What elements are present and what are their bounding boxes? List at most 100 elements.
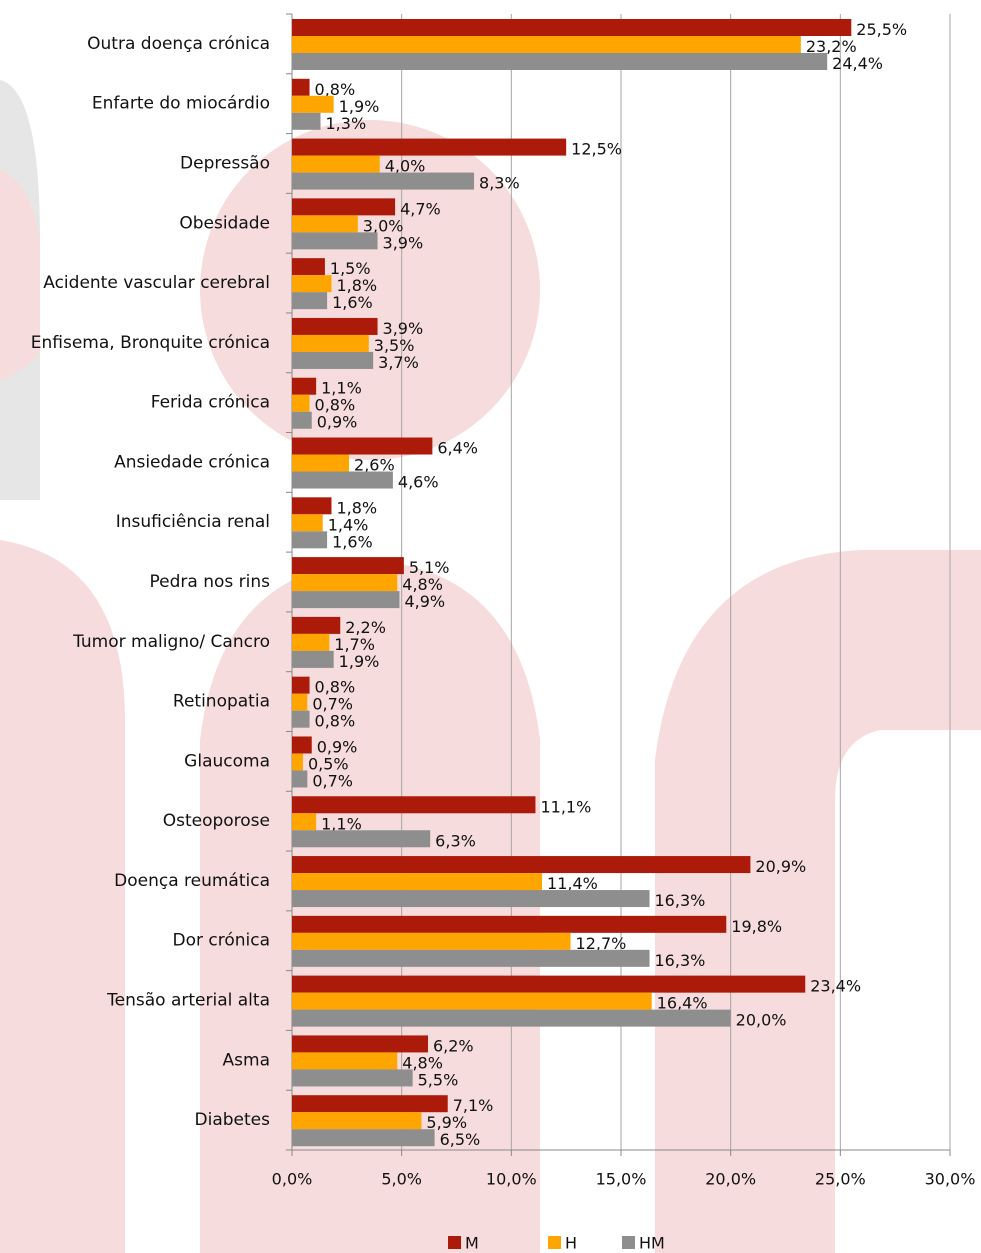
category-label: Tumor maligno/ Cancro (72, 632, 270, 652)
bar (292, 335, 369, 352)
category-label: Insuficiência renal (116, 512, 270, 532)
value-label: 16,3% (655, 891, 706, 910)
bar (292, 395, 310, 412)
value-label: 3,9% (383, 233, 424, 252)
bar (292, 557, 404, 574)
chart: 0,0%5,0%10,0%15,0%20,0%25,0%30,0%Outra d… (0, 0, 981, 1253)
bar (292, 438, 432, 455)
bar (292, 258, 325, 275)
value-label: 0,8% (315, 712, 356, 731)
legend-label: M (465, 1234, 479, 1253)
bar (292, 796, 535, 813)
category-label: Enfarte do miocárdio (92, 94, 270, 114)
bar (292, 950, 650, 967)
value-label: 12,5% (571, 140, 622, 159)
x-tick-label: 30,0% (925, 1170, 976, 1189)
value-label: 1,6% (332, 532, 373, 551)
bar (292, 318, 378, 335)
value-label: 4,6% (398, 473, 439, 492)
bar (292, 873, 542, 890)
bar (292, 378, 316, 395)
value-label: 0,7% (312, 771, 353, 790)
bar (292, 813, 316, 830)
bar (292, 96, 334, 113)
bar (292, 856, 750, 873)
value-label: 5,5% (418, 1070, 459, 1089)
bar (292, 1010, 731, 1027)
legend-swatch (448, 1236, 461, 1249)
x-tick-label: 20,0% (705, 1170, 756, 1189)
bar (292, 514, 323, 531)
x-tick-label: 10,0% (486, 1170, 537, 1189)
bar (292, 497, 331, 514)
bar (292, 753, 303, 770)
category-label: Doença reumática (114, 871, 270, 891)
value-label: 20,0% (736, 1011, 787, 1030)
x-tick-label: 15,0% (596, 1170, 647, 1189)
bar (292, 634, 329, 651)
value-label: 4,9% (404, 592, 445, 611)
category-label: Ansiedade crónica (114, 452, 270, 472)
value-label: 4,7% (400, 199, 441, 218)
value-label: 23,4% (810, 977, 861, 996)
category-label: Retinopatia (173, 692, 270, 712)
legend-label: HM (639, 1234, 665, 1253)
value-label: 6,4% (437, 439, 478, 458)
value-label: 0,9% (317, 413, 358, 432)
value-label: 6,5% (440, 1130, 481, 1149)
value-label: 19,8% (731, 917, 782, 936)
x-tick-label: 25,0% (815, 1170, 866, 1189)
legend-swatch (622, 1236, 635, 1249)
category-label: Diabetes (195, 1110, 271, 1130)
bar (292, 933, 571, 950)
bar (292, 113, 321, 130)
category-label: Ferida crónica (151, 393, 270, 413)
bar (292, 215, 358, 232)
bar (292, 993, 652, 1010)
bar (292, 711, 310, 728)
value-label: 6,3% (435, 831, 476, 850)
bar (292, 1052, 397, 1069)
value-label: 3,7% (378, 353, 419, 372)
bar (292, 694, 307, 711)
bar (292, 352, 373, 369)
category-label: Pedra nos rins (150, 572, 271, 592)
category-label: Osteoporose (163, 811, 270, 831)
bar (292, 1095, 448, 1112)
bar (292, 1035, 428, 1052)
bar (292, 574, 397, 591)
bar (292, 531, 327, 548)
bar (292, 53, 827, 70)
bar (292, 232, 378, 249)
bar (292, 916, 726, 933)
bar (292, 139, 566, 156)
watermark (0, 80, 981, 1253)
category-label: Dor crónica (172, 931, 270, 951)
value-label: 16,3% (655, 951, 706, 970)
value-label: 8,3% (479, 174, 520, 193)
bar (292, 736, 312, 753)
bar (292, 591, 399, 608)
bar (292, 156, 380, 173)
bar (292, 19, 851, 36)
category-label: Enfisema, Bronquite crónica (31, 333, 270, 353)
bar (292, 890, 650, 907)
bar (292, 173, 474, 190)
bar (292, 651, 334, 668)
bar (292, 455, 349, 472)
bar (292, 677, 310, 694)
category-label: Depressão (180, 153, 270, 173)
category-label: Outra doença crónica (87, 34, 270, 54)
value-label: 1,3% (326, 114, 367, 133)
bar (292, 36, 801, 53)
category-label: Tensão arterial alta (106, 991, 270, 1011)
category-label: Glaucoma (184, 751, 270, 771)
bar (292, 1129, 435, 1146)
bar (292, 617, 340, 634)
bar (292, 472, 393, 489)
bar (292, 275, 331, 292)
category-label: Acidente vascular cerebral (43, 273, 270, 293)
category-label: Obesidade (179, 213, 270, 233)
bar (292, 412, 312, 429)
bar (292, 79, 310, 96)
